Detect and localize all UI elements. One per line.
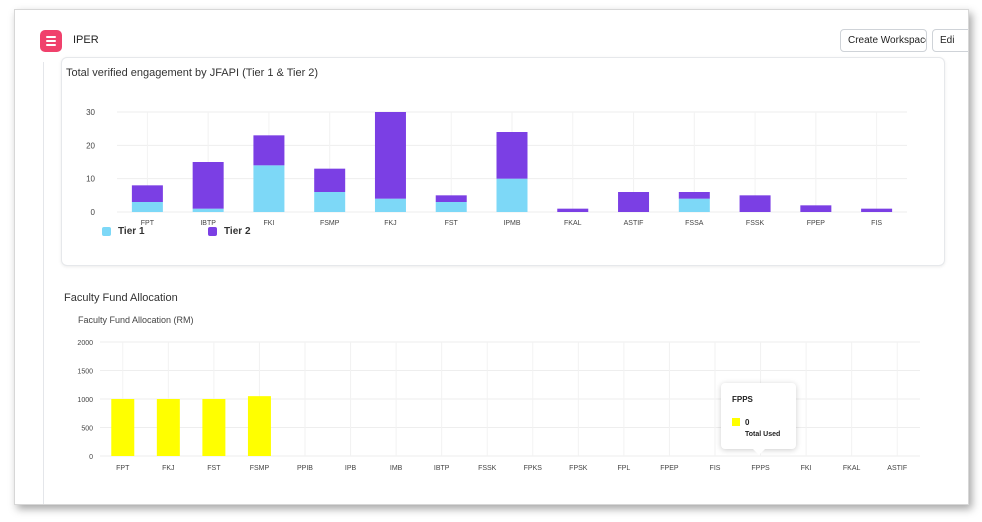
bar-tier-2-fki[interactable] bbox=[253, 135, 285, 166]
x-tick-label: FSMP bbox=[250, 465, 270, 472]
bar-tier-2-fis[interactable] bbox=[861, 208, 893, 212]
bar-tier-2-fst[interactable] bbox=[435, 195, 467, 202]
x-tick-label: FKAL bbox=[843, 465, 861, 472]
x-tick-label: FST bbox=[445, 220, 459, 227]
legend-tier-1-swatch bbox=[102, 227, 111, 236]
x-tick-label: FPEP bbox=[660, 465, 679, 472]
x-tick-label: IMB bbox=[390, 465, 403, 472]
bar-fund-fpt[interactable] bbox=[111, 399, 135, 456]
y-tick-label: 1500 bbox=[77, 369, 93, 376]
x-tick-label: FSSK bbox=[746, 220, 765, 227]
x-tick-label: FKJ bbox=[162, 465, 174, 472]
hamburger-menu-icon[interactable] bbox=[40, 30, 62, 52]
y-tick-label: 20 bbox=[86, 141, 95, 150]
x-tick-label: IBTP bbox=[434, 465, 450, 472]
x-tick-label: FPT bbox=[116, 465, 130, 472]
y-tick-label: 2000 bbox=[77, 340, 93, 347]
x-tick-label: FKI bbox=[801, 465, 812, 472]
x-tick-label: FPT bbox=[141, 220, 155, 227]
y-tick-label: 10 bbox=[86, 175, 95, 184]
bar-tier-2-fpt[interactable] bbox=[131, 185, 163, 202]
app-window: IPER Create Workspace Edi Total verified… bbox=[14, 9, 969, 505]
x-tick-label: FSSK bbox=[478, 465, 497, 472]
x-tick-label: FPKS bbox=[524, 465, 543, 472]
bar-tier-1-fkj[interactable] bbox=[374, 198, 406, 212]
x-tick-label: IPMB bbox=[503, 220, 520, 227]
x-tick-label: FPEP bbox=[807, 220, 826, 227]
x-tick-label: FSSA bbox=[685, 220, 704, 227]
bar-tier-2-ipmb[interactable] bbox=[496, 132, 528, 179]
x-tick-label: FPSK bbox=[569, 465, 588, 472]
engagement-chart-card: Total verified engagement by JFAPI (Tier… bbox=[61, 57, 945, 266]
edit-button[interactable]: Edi bbox=[932, 29, 968, 52]
bar-tier-1-ibtp[interactable] bbox=[192, 208, 224, 212]
legend-tier-1[interactable]: Tier 1 bbox=[102, 226, 145, 237]
legend-tier-2-swatch bbox=[208, 227, 217, 236]
bar-tier-2-fpep[interactable] bbox=[800, 205, 832, 212]
legend-tier-1-label: Tier 1 bbox=[118, 226, 145, 237]
bar-tier-2-astif[interactable] bbox=[618, 192, 650, 212]
chart-tooltip: FPPS 0 Total Used bbox=[721, 383, 796, 455]
bar-fund-fst[interactable] bbox=[202, 399, 226, 456]
bar-fund-fkj[interactable] bbox=[156, 399, 180, 456]
y-tick-label: 0 bbox=[89, 454, 93, 461]
fund-allocation-chart: 0 500 1000 1500 2000 FPT FKJ FST FSMP PPIB IPB IMB I… bbox=[77, 340, 920, 472]
legend-tier-2[interactable]: Tier 2 bbox=[208, 226, 251, 237]
x-tick-label: PPIB bbox=[297, 465, 313, 472]
x-tick-label: IPB bbox=[345, 465, 357, 472]
top-bar: IPER Create Workspace Edi bbox=[15, 10, 968, 60]
app-title: IPER bbox=[73, 34, 99, 46]
bar-tier-1-fki[interactable] bbox=[253, 165, 285, 212]
y-tick-label: 30 bbox=[86, 108, 95, 117]
bar-fund-fsmp[interactable] bbox=[247, 396, 271, 456]
bar-tier-1-fssa[interactable] bbox=[678, 198, 710, 212]
x-tick-label: FIS bbox=[710, 465, 721, 472]
x-tick-label: FKJ bbox=[384, 220, 396, 227]
tooltip-label: Total Used bbox=[745, 431, 781, 438]
bar-tier-2-ibtp[interactable] bbox=[192, 162, 224, 209]
engagement-chart-title: Total verified engagement by JFAPI (Tier… bbox=[66, 67, 319, 79]
x-tick-label: FST bbox=[207, 465, 221, 472]
bar-tier-2-fkal[interactable] bbox=[557, 208, 589, 212]
x-tick-label: FPPS bbox=[751, 465, 770, 472]
bar-tier-2-fkj[interactable] bbox=[374, 112, 406, 199]
x-tick-label: FKAL bbox=[564, 220, 582, 227]
bar-tier-1-fst[interactable] bbox=[435, 202, 467, 212]
x-tick-label: FKI bbox=[263, 220, 274, 227]
x-tick-label: ASTIF bbox=[624, 220, 644, 227]
tooltip-category: FPPS bbox=[732, 395, 753, 404]
x-tick-label: IBTP bbox=[200, 220, 216, 227]
engagement-chart: 0 10 20 30 FPT IBTP FKI FSMP FKJ FST IPMB FKAL ASTIF… bbox=[86, 108, 907, 227]
bar-tier-1-fsmp[interactable] bbox=[314, 192, 346, 212]
tooltip-value: 0 bbox=[745, 418, 750, 427]
y-tick-label: 1000 bbox=[77, 397, 93, 404]
x-tick-label: FSMP bbox=[320, 220, 340, 227]
y-tick-label: 500 bbox=[81, 426, 93, 433]
bar-tier-2-fssk[interactable] bbox=[739, 195, 771, 212]
create-workspace-button[interactable]: Create Workspace bbox=[840, 29, 927, 52]
bar-tier-1-ipmb[interactable] bbox=[496, 178, 528, 212]
x-tick-label: ASTIF bbox=[887, 465, 907, 472]
fund-allocation-section-title: Faculty Fund Allocation bbox=[64, 292, 178, 304]
y-tick-label: 0 bbox=[91, 208, 96, 217]
legend-tier-2-label: Tier 2 bbox=[224, 226, 251, 237]
x-tick-label: FIS bbox=[871, 220, 882, 227]
x-tick-label: FPL bbox=[617, 465, 630, 472]
bar-tier-1-fpt[interactable] bbox=[131, 202, 163, 212]
sidebar-divider bbox=[43, 62, 44, 504]
fund-allocation-chart-title: Faculty Fund Allocation (RM) bbox=[78, 315, 194, 325]
bar-tier-2-fssa[interactable] bbox=[678, 192, 710, 199]
bar-tier-2-fsmp[interactable] bbox=[314, 168, 346, 192]
tooltip-swatch bbox=[732, 418, 740, 426]
